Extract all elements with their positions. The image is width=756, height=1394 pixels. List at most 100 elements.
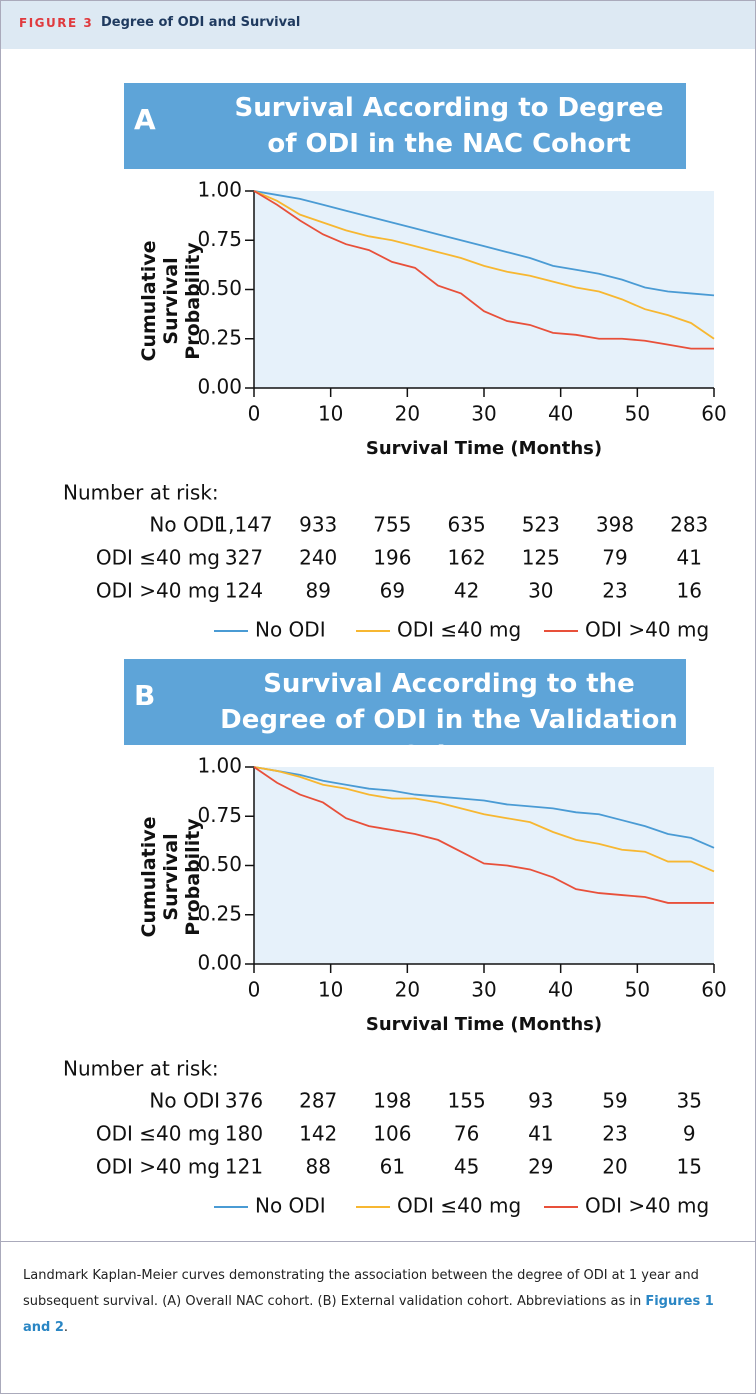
risk-count: 142 <box>299 1122 337 1146</box>
risk-count: 125 <box>522 546 560 570</box>
risk-count: 240 <box>299 546 337 570</box>
x-tick-label: 40 <box>548 978 573 1002</box>
risk-count: 30 <box>528 579 553 603</box>
legend-label: ODI >40 mg <box>585 1194 709 1218</box>
panel-title: Survival According to the Degree of ODI … <box>220 669 678 771</box>
risk-count: 79 <box>602 546 627 570</box>
risk-count: 196 <box>373 546 411 570</box>
x-tick-label: 10 <box>318 402 343 426</box>
y-tick-label: 1.00 <box>197 178 242 202</box>
risk-count: 198 <box>373 1089 411 1113</box>
figure-label: FIGURE 3 <box>19 16 94 30</box>
risk-count: 180 <box>225 1122 263 1146</box>
risk-row-name: ODI >40 mg <box>96 579 220 603</box>
risk-row-name: No ODI <box>149 1089 220 1113</box>
risk-count: 755 <box>373 513 411 537</box>
y-axis-label: Cumulative Survival Probability <box>138 240 204 361</box>
y-tick-label: 0.25 <box>197 325 242 349</box>
risk-row-name: ODI >40 mg <box>96 1155 220 1179</box>
x-tick-label: 50 <box>625 978 650 1002</box>
risk-count: 287 <box>299 1089 337 1113</box>
survival-curve <box>253 190 715 297</box>
x-tick-label: 10 <box>318 978 343 1002</box>
risk-count: 121 <box>225 1155 263 1179</box>
x-tick-label: 50 <box>625 402 650 426</box>
risk-row-name: ODI ≤40 mg <box>96 1122 220 1146</box>
risk-count: 933 <box>299 513 337 537</box>
risk-count: 124 <box>225 579 263 603</box>
caption-text: Landmark Kaplan-Meier curves demonstrati… <box>23 1268 699 1309</box>
caption-end: . <box>63 1320 69 1335</box>
risk-count: 89 <box>305 579 330 603</box>
y-tick-label: 0.50 <box>197 852 242 876</box>
x-tick-label: 40 <box>548 402 573 426</box>
risk-count: 35 <box>676 1089 701 1113</box>
figure-title: Degree of ODI and Survival <box>101 15 301 30</box>
legend-label: No ODI <box>255 1194 326 1218</box>
x-tick-label: 60 <box>701 978 726 1002</box>
survival-curve <box>253 190 714 350</box>
risk-count: 41 <box>676 546 701 570</box>
risk-count: 45 <box>454 1155 479 1179</box>
legend-label: ODI ≤40 mg <box>397 618 521 642</box>
x-tick-label: 20 <box>395 978 420 1002</box>
risk-count: 523 <box>522 513 560 537</box>
risk-row-name: ODI ≤40 mg <box>96 546 220 570</box>
panel-title: Survival According to Degree of ODI in t… <box>234 93 664 159</box>
risk-count: 23 <box>602 579 627 603</box>
plot-area <box>254 767 714 964</box>
panel-label: B <box>134 679 156 712</box>
risk-count: 88 <box>305 1155 330 1179</box>
y-tick-label: 0.00 <box>197 375 242 399</box>
risk-table-title: Number at risk: <box>63 481 219 505</box>
y-tick-label: 0.00 <box>197 951 242 975</box>
risk-count: 106 <box>373 1122 411 1146</box>
legend-label: ODI ≤40 mg <box>397 1194 521 1218</box>
risk-count: 376 <box>225 1089 263 1113</box>
x-tick-label: 30 <box>471 978 496 1002</box>
risk-count: 93 <box>528 1089 553 1113</box>
x-tick-label: 20 <box>395 402 420 426</box>
risk-count: 327 <box>225 546 263 570</box>
plot-area <box>254 191 714 388</box>
risk-count: 635 <box>448 513 486 537</box>
risk-count: 283 <box>670 513 708 537</box>
legend-label: ODI >40 mg <box>585 618 709 642</box>
caption-link[interactable]: Figures 1 and 2 <box>23 1294 714 1335</box>
risk-count: 61 <box>380 1155 405 1179</box>
risk-count: 76 <box>454 1122 479 1146</box>
survival-curve <box>253 190 715 340</box>
risk-count: 398 <box>596 513 634 537</box>
x-tick-label: 0 <box>248 402 261 426</box>
risk-count: 16 <box>676 579 701 603</box>
risk-count: 15 <box>676 1155 701 1179</box>
panel-label: A <box>134 103 156 136</box>
x-axis-label: Survival Time (Months) <box>366 438 602 459</box>
risk-count: 23 <box>602 1122 627 1146</box>
y-tick-label: 0.75 <box>197 803 242 827</box>
figure-header: FIGURE 3 Degree of ODI and Survival <box>1 1 755 49</box>
risk-count: 155 <box>448 1089 486 1113</box>
panel-title-box: B Survival According to the Degree of ODI… <box>124 659 686 771</box>
risk-count: 59 <box>602 1089 627 1113</box>
risk-count: 29 <box>528 1155 553 1179</box>
survival-curve <box>253 766 715 849</box>
y-tick-label: 0.50 <box>197 276 242 300</box>
risk-count: 69 <box>380 579 405 603</box>
risk-count: 42 <box>454 579 479 603</box>
risk-count: 41 <box>528 1122 553 1146</box>
x-tick-label: 0 <box>248 978 261 1002</box>
y-tick-label: 0.25 <box>197 901 242 925</box>
survival-curve <box>253 766 714 904</box>
x-tick-label: 60 <box>701 402 726 426</box>
y-axis-label: Cumulative Survival Probability <box>138 816 204 937</box>
risk-count: 20 <box>602 1155 627 1179</box>
risk-row-name: No ODI <box>149 513 220 537</box>
risk-table-title: Number at risk: <box>63 1057 219 1081</box>
x-axis-label: Survival Time (Months) <box>366 1014 602 1035</box>
y-tick-label: 0.75 <box>197 227 242 251</box>
y-tick-label: 1.00 <box>197 754 242 778</box>
risk-count: 162 <box>448 546 486 570</box>
